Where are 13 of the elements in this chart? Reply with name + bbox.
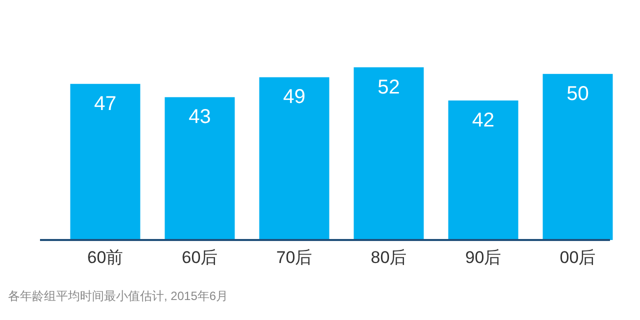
data-label: 50 [566, 82, 589, 105]
data-label: 49 [283, 86, 306, 108]
x-tick-label: 60前 [87, 248, 124, 267]
data-label: 47 [94, 92, 116, 115]
x-tick-label: 00后 [560, 248, 596, 267]
x-tick-label: 60后 [182, 248, 218, 267]
x-tick-label: 80后 [370, 248, 407, 267]
text: 各年龄组平均时间最小值估计, 2015年6月 [8, 289, 228, 303]
data-label: 52 [378, 76, 400, 98]
x-tick-label: 70后 [276, 248, 312, 267]
data-label: 42 [472, 109, 494, 132]
data-label: 43 [188, 106, 211, 128]
x-tick-label: 90后 [465, 248, 502, 267]
